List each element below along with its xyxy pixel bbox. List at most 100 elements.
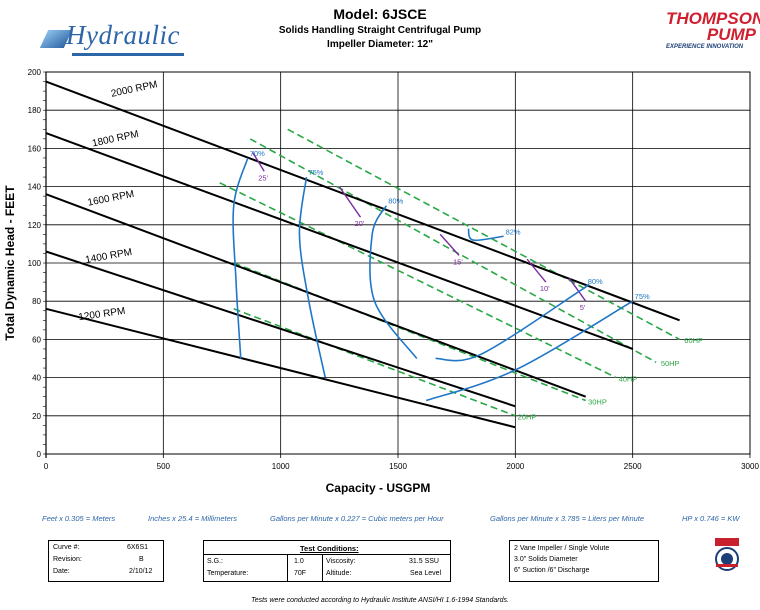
hydraulic-logo-text: Hydraulic bbox=[66, 20, 180, 50]
impeller-diameter: Impeller Diameter: 12" bbox=[327, 39, 433, 50]
impeller-info-box: 2 Vane Impeller / Single Volute 3.0" Sol… bbox=[509, 540, 659, 582]
x-tick-label-500: 500 bbox=[157, 462, 171, 471]
efficiency-curve-3 bbox=[467, 228, 504, 242]
y-axis-label: Total Dynamic Head - FEET bbox=[3, 185, 17, 341]
efficiency-curve-2 bbox=[369, 205, 418, 359]
test-divider-1 bbox=[287, 554, 288, 581]
altitude-value: Sea Level bbox=[410, 570, 442, 577]
test-divider-2 bbox=[322, 554, 323, 581]
y-tick-label-60: 60 bbox=[32, 335, 41, 344]
thompson-pump-logo: THOMPSON PUMP EXPERIENCE INNOVATION bbox=[666, 10, 760, 56]
conversion-inches: Inches x 25.4 = Millimeters bbox=[148, 514, 237, 523]
efficiency-curve-5 bbox=[425, 300, 634, 402]
speed-label-1200 RPM: 1200 RPM bbox=[78, 306, 126, 323]
npsh-curve-15' bbox=[439, 233, 460, 256]
y-tick-label-80: 80 bbox=[32, 297, 41, 306]
viscosity-label: Viscosity: bbox=[326, 558, 356, 565]
hp-curve-50HP bbox=[249, 138, 657, 364]
npsh-label-10': 10' bbox=[540, 284, 550, 293]
chart-header: Model: 6JSCE Solids Handling Straight Ce… bbox=[200, 6, 560, 50]
y-tick-label-160: 160 bbox=[28, 144, 42, 153]
impeller-type: 2 Vane Impeller / Single Volute bbox=[514, 545, 610, 552]
test-conditions-box: Test Conditions: S.G.: 1.0 Viscosity: 31… bbox=[203, 540, 451, 582]
altitude-label: Altitude: bbox=[326, 570, 352, 577]
curve-info-box: Curve #: 6X6S1 Revision: B Date: 2/10/12 bbox=[48, 540, 164, 582]
hp-label-20HP: 20HP bbox=[518, 413, 537, 422]
thompson-logo-line1: THOMPSON bbox=[666, 9, 760, 28]
hydraulic-logo-bar bbox=[72, 53, 184, 56]
y-tick-label-140: 140 bbox=[28, 183, 42, 192]
hp-curve-60HP bbox=[287, 128, 680, 341]
plot-border bbox=[45, 71, 751, 455]
npsh-curve-10' bbox=[526, 258, 547, 283]
x-tick-label-2000: 2000 bbox=[506, 462, 524, 471]
efficiency-label-1: 75% bbox=[308, 168, 323, 177]
x-tick-label-0: 0 bbox=[44, 462, 49, 471]
y-tick-label-40: 40 bbox=[32, 374, 41, 383]
unit-conversions: Feet x 0.305 = Meters Inches x 25.4 = Mi… bbox=[30, 514, 755, 528]
revision-label: Revision: bbox=[53, 556, 82, 563]
hydraulic-logo: Hydraulic bbox=[39, 20, 184, 56]
test-standard-footnote: Tests were conducted according to Hydrau… bbox=[251, 597, 509, 604]
temperature-value: 70F bbox=[294, 570, 307, 577]
efficiency-curve-4 bbox=[435, 284, 590, 362]
thompson-logo-line2: PUMP bbox=[706, 25, 756, 44]
x-tick-label-1500: 1500 bbox=[389, 462, 407, 471]
npsh-curve-5' bbox=[568, 277, 587, 302]
curve-number-label: Curve #: bbox=[53, 544, 80, 551]
speed-curves bbox=[45, 80, 680, 429]
y-tick-label-100: 100 bbox=[28, 259, 42, 268]
npsh-label-20': 20' bbox=[354, 219, 364, 228]
speed-curve-1400 RPM bbox=[45, 250, 516, 408]
y-tick-label-180: 180 bbox=[28, 106, 42, 115]
speed-label-2000 RPM: 2000 RPM bbox=[110, 79, 159, 100]
curve-number-value: 6X6S1 bbox=[127, 544, 149, 551]
conversion-hp: HP x 0.746 = KW bbox=[682, 514, 740, 523]
speed-curve-2000 RPM bbox=[45, 80, 680, 322]
hp-curve-40HP bbox=[219, 182, 617, 379]
pump-subtitle: Solids Handling Straight Centrifugal Pum… bbox=[278, 25, 482, 36]
hp-curve-30HP bbox=[233, 262, 586, 402]
hp-curve-20HP bbox=[233, 308, 516, 417]
hp-label-40HP: 40HP bbox=[619, 374, 638, 383]
y-tick-label-200: 200 bbox=[28, 68, 42, 77]
solids-diameter: 3.0" Solids Diameter bbox=[514, 556, 578, 563]
npsh-curves bbox=[251, 151, 587, 302]
npsh-curve-20' bbox=[338, 186, 362, 218]
sg-label: S.G.: bbox=[207, 558, 223, 565]
conversion-gpm-cubic: Gallons per Minute x 0.227 = Cubic meter… bbox=[270, 514, 444, 523]
sg-value: 1.0 bbox=[294, 558, 304, 565]
conversion-feet: Feet x 0.305 = Meters bbox=[42, 514, 116, 523]
npsh-curve-25' bbox=[251, 151, 265, 172]
date-label: Date: bbox=[53, 568, 70, 575]
efficiency-label-3: 82% bbox=[506, 227, 521, 236]
test-divider-3 bbox=[204, 554, 450, 555]
temperature-label: Temperature: bbox=[207, 570, 249, 577]
speed-curve-1200 RPM bbox=[45, 307, 516, 429]
npsh-label-5': 5' bbox=[580, 303, 586, 312]
npsh-label-15': 15' bbox=[453, 257, 463, 266]
efficiency-curve-1 bbox=[298, 176, 327, 378]
hp-curves bbox=[219, 128, 680, 417]
conversion-gpm-liters: Gallons per Minute x 3.785 = Liters per … bbox=[490, 514, 645, 523]
x-tick-label-3000: 3000 bbox=[741, 462, 759, 471]
date-value: 2/10/12 bbox=[129, 568, 153, 575]
suction-discharge: 6" Suction /6" Discharge bbox=[514, 567, 590, 574]
npsh-label-25': 25' bbox=[258, 173, 268, 182]
x-tick-label-2500: 2500 bbox=[624, 462, 642, 471]
speed-label-1800 RPM: 1800 RPM bbox=[91, 129, 140, 150]
hydraulic-institute-seal bbox=[715, 538, 739, 571]
thompson-logo-tagline: EXPERIENCE INNOVATION bbox=[666, 44, 744, 50]
efficiency-curve-0 bbox=[232, 157, 249, 359]
y-tick-label-120: 120 bbox=[28, 221, 42, 230]
chart-grid bbox=[45, 71, 751, 458]
hp-label-50HP: 50HP bbox=[661, 359, 680, 368]
efficiency-label-0: 70% bbox=[250, 149, 265, 158]
chart-axes bbox=[43, 71, 751, 455]
efficiency-label-4: 80% bbox=[588, 277, 603, 286]
hp-label-60HP: 60HP bbox=[684, 336, 703, 345]
x-axis-label: Capacity - USGPM bbox=[326, 481, 431, 495]
revision-value: B bbox=[139, 556, 144, 563]
